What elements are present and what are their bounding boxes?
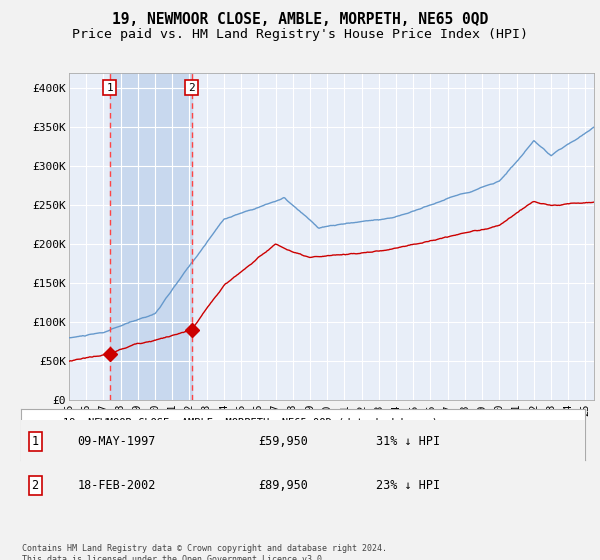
Text: 2: 2	[188, 82, 195, 92]
Text: Contains HM Land Registry data © Crown copyright and database right 2024.
This d: Contains HM Land Registry data © Crown c…	[22, 544, 387, 560]
Text: £89,950: £89,950	[258, 479, 308, 492]
Text: 1: 1	[106, 82, 113, 92]
Text: 1: 1	[32, 435, 38, 447]
Text: Price paid vs. HM Land Registry's House Price Index (HPI): Price paid vs. HM Land Registry's House …	[72, 28, 528, 41]
Text: 19, NEWMOOR CLOSE, AMBLE, MORPETH, NE65 0QD (detached house): 19, NEWMOOR CLOSE, AMBLE, MORPETH, NE65 …	[64, 418, 438, 428]
Text: 2: 2	[32, 479, 38, 492]
Text: 19, NEWMOOR CLOSE, AMBLE, MORPETH, NE65 0QD: 19, NEWMOOR CLOSE, AMBLE, MORPETH, NE65 …	[112, 12, 488, 27]
Text: HPI: Average price, detached house, Northumberland: HPI: Average price, detached house, Nort…	[64, 442, 376, 452]
Text: 31% ↓ HPI: 31% ↓ HPI	[376, 435, 440, 447]
Bar	[110, 73, 191, 400]
Text: 18-FEB-2002: 18-FEB-2002	[77, 479, 156, 492]
Text: 23% ↓ HPI: 23% ↓ HPI	[376, 479, 440, 492]
Text: £59,950: £59,950	[258, 435, 308, 447]
Text: 09-MAY-1997: 09-MAY-1997	[77, 435, 156, 447]
